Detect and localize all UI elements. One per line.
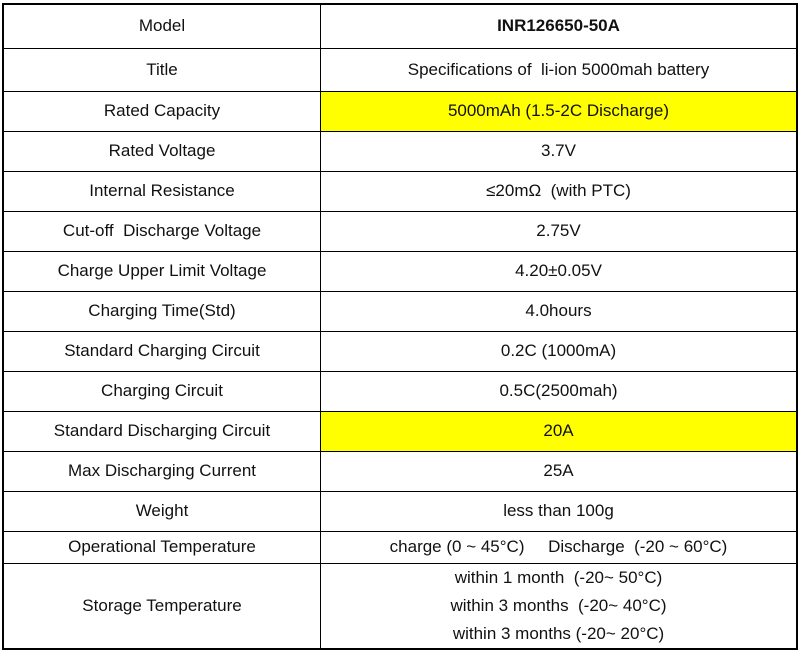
row-label: Charging Circuit [2, 370, 321, 412]
row-label: Storage Temperature [2, 562, 321, 649]
row-value: 4.0hours [320, 290, 798, 332]
table-row: Charge Upper Limit Voltage 4.20±0.05V [2, 250, 798, 292]
table-row: Standard Discharging Circuit 20A [2, 410, 798, 452]
row-value: 2.75V [320, 210, 798, 252]
table-row: Model INR126650-50A [2, 3, 798, 49]
table-row: Rated Voltage 3.7V [2, 130, 798, 172]
value-line: within 3 months (-20~ 40°C) [450, 595, 667, 615]
row-label: Title [2, 47, 321, 92]
table-row: Operational Temperature charge (0 ~ 45°C)… [2, 530, 798, 564]
row-label: Rated Voltage [2, 130, 321, 172]
value-line: within 1 month (-20~ 50°C) [454, 567, 663, 587]
row-label: Weight [2, 490, 321, 532]
row-value: 3.7V [320, 130, 798, 172]
row-label: Rated Capacity [2, 90, 321, 132]
row-value: 4.20±0.05V [320, 250, 798, 292]
row-value: less than 100g [320, 490, 798, 532]
row-value: within 1 month (-20~ 50°C) within 3 month… [320, 562, 798, 649]
table-row: Cut-off Discharge Voltage 2.75V [2, 210, 798, 252]
table-row: Charging Circuit 0.5C(2500mah) [2, 370, 798, 412]
row-value: charge (0 ~ 45°C) Discharge (-20 ~ 60°C) [320, 530, 798, 564]
row-label: Standard Charging Circuit [2, 330, 321, 372]
row-value: 20A [320, 410, 798, 452]
table-row: Charging Time(Std) 4.0hours [2, 290, 798, 332]
table-row: Weight less than 100g [2, 490, 798, 532]
row-label: Internal Resistance [2, 170, 321, 212]
row-label: Max Discharging Current [2, 450, 321, 492]
row-value: ≤20mΩ (with PTC) [320, 170, 798, 212]
row-label: Model [2, 3, 321, 49]
row-value: 25A [320, 450, 798, 492]
row-value: 5000mAh (1.5-2C Discharge) [320, 90, 798, 132]
row-label: Charging Time(Std) [2, 290, 321, 332]
table-row: Storage Temperature within 1 month (-20~ … [2, 562, 798, 649]
row-label: Cut-off Discharge Voltage [2, 210, 321, 252]
table-row: Internal Resistance ≤20mΩ (with PTC) [2, 170, 798, 212]
row-value: Specifications of li-ion 5000mah battery [320, 47, 798, 92]
row-value: 0.2C (1000mA) [320, 330, 798, 372]
table-row: Standard Charging Circuit 0.2C (1000mA) [2, 330, 798, 372]
row-value: 0.5C(2500mah) [320, 370, 798, 412]
table-row: Max Discharging Current 25A [2, 450, 798, 492]
spec-table: Model INR126650-50A Title Specifications of… [2, 3, 798, 650]
row-label: Charge Upper Limit Voltage [2, 250, 321, 292]
row-label: Operational Temperature [2, 530, 321, 564]
table-row: Title Specifications of li-ion 5000mah ba… [2, 47, 798, 92]
row-label: Standard Discharging Circuit [2, 410, 321, 452]
row-value: INR126650-50A [320, 3, 798, 49]
table-row: Rated Capacity 5000mAh (1.5-2C Discharge) [2, 90, 798, 132]
value-line: within 3 months (-20~ 20°C) [452, 623, 665, 643]
